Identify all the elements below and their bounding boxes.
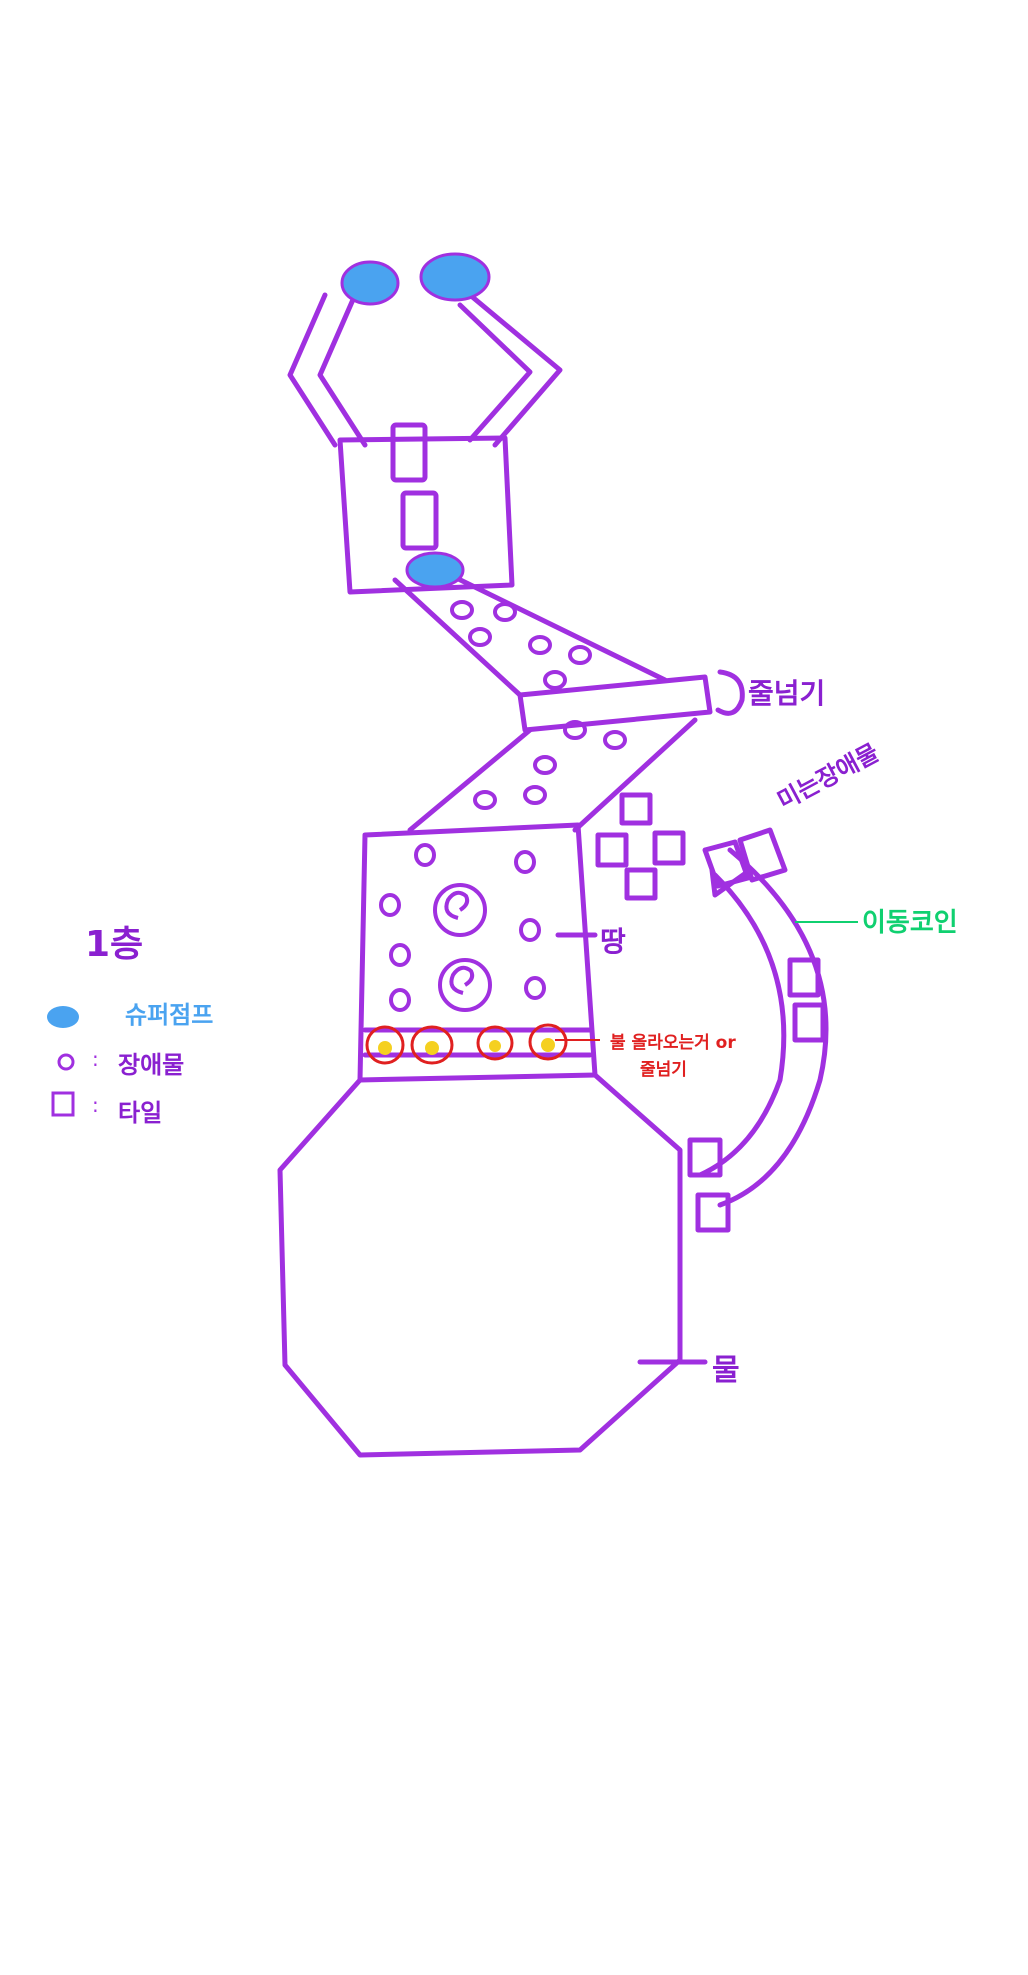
label-jump-rope: 줄넘기 (748, 677, 826, 710)
push-obstacle-2 (737, 827, 788, 883)
fire-row (365, 1023, 600, 1065)
label-fire-1: 불 올라오는거 or (610, 1033, 736, 1053)
fire-3 (476, 1025, 514, 1061)
right-arm-path (457, 292, 563, 448)
jump-pad-1 (340, 260, 400, 306)
moving-path-inner (697, 872, 787, 1178)
tower-tile-1 (390, 422, 428, 483)
tower-tile-2 (400, 490, 439, 551)
obstacle-8 (603, 730, 627, 750)
obstacle-11 (523, 785, 547, 805)
legend-label-tile: 타일 (118, 1099, 163, 1127)
obstacle-15 (519, 918, 541, 942)
obstacle-6 (543, 670, 567, 690)
label-ground: 땅 (600, 925, 626, 958)
push-obstacle (702, 839, 751, 889)
water-tile-1 (687, 1137, 723, 1178)
tower-block (337, 435, 515, 595)
obstacle-14 (379, 893, 401, 917)
cluster-tile-4 (624, 867, 658, 901)
path-tile-1 (787, 957, 821, 998)
label-water: 물 (712, 1353, 740, 1388)
path-tile-2 (792, 1002, 826, 1043)
spiral-obstacle-2-inner (449, 965, 475, 995)
legend-label-obstacle: 장애물 (118, 1051, 185, 1079)
water-tile-2 (695, 1192, 731, 1233)
jump-pad-3 (405, 551, 465, 589)
moving-path-outer (717, 847, 829, 1208)
left-arm-path (287, 292, 368, 448)
obstacle-18 (389, 988, 411, 1012)
water-octagon (277, 1072, 683, 1458)
spiral-obstacle-1-inner (444, 890, 470, 920)
legend-tile-icon (51, 1091, 75, 1117)
obstacle-9 (533, 755, 557, 775)
obstacle-10 (473, 790, 497, 810)
legend-label-jump: 슈퍼점프 (125, 1001, 214, 1029)
fire-band (362, 1027, 593, 1058)
svg-text::: : (92, 1093, 99, 1117)
obstacle-7 (563, 720, 587, 740)
obstacle-2 (493, 602, 517, 622)
spiral-obstacle-2 (438, 958, 492, 1012)
jump-rope-bar (517, 674, 713, 733)
spiral-obstacle-1 (433, 883, 487, 937)
legend-obstacle-icon (57, 1053, 75, 1071)
ramp-1 (392, 567, 668, 698)
fire-4 (528, 1023, 568, 1061)
fire-1 (365, 1025, 405, 1065)
label-moving-tile: 이동코인 (862, 908, 958, 938)
obstacle-17 (524, 976, 546, 1000)
jump-pad-2 (419, 252, 491, 302)
obstacle-1 (450, 600, 474, 620)
cluster-tile-2 (595, 832, 629, 868)
cluster-tile-3 (652, 830, 686, 866)
legend-jump-icon (47, 1006, 79, 1028)
legend-title: 1층 (85, 924, 144, 965)
obstacle-3 (468, 627, 492, 647)
rope-swirl (715, 669, 745, 716)
svg-text::: : (92, 1047, 99, 1071)
obstacle-4 (528, 635, 552, 655)
obstacle-12 (414, 843, 436, 867)
obstacle-5 (568, 645, 592, 665)
label-fire-2: 줄넘기 (640, 1060, 687, 1080)
cluster-tile-1 (619, 792, 653, 826)
ramp-2 (407, 717, 698, 833)
fire-2 (410, 1025, 454, 1065)
obstacle-13 (514, 850, 536, 874)
obstacle-16 (389, 943, 411, 967)
legend-symbols: : : (47, 1006, 99, 1117)
